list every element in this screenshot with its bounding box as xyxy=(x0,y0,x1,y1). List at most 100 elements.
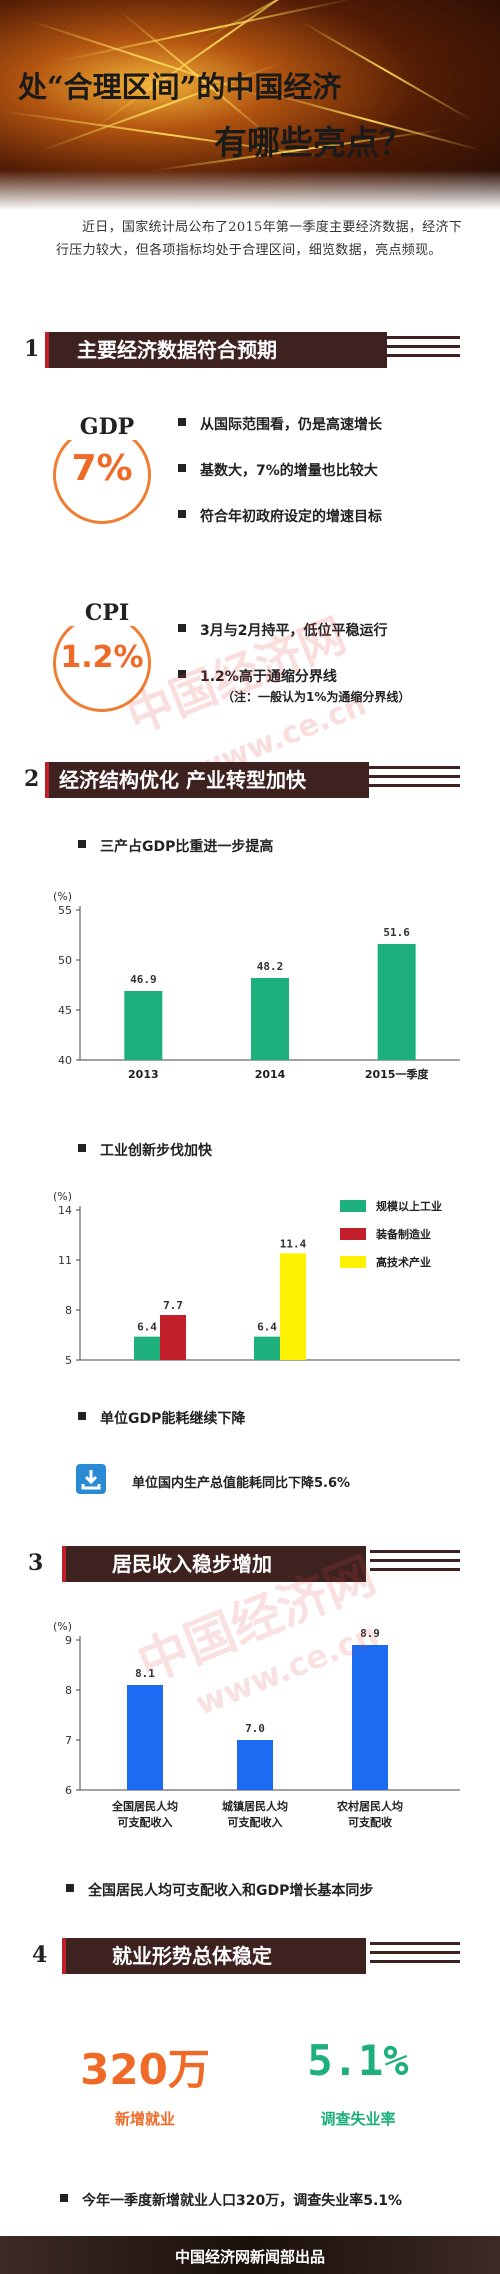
unemployment-value: 5.1% xyxy=(307,2036,409,2085)
y-tick-label: 8 xyxy=(65,1304,72,1317)
section-2-number: 2 xyxy=(24,766,40,792)
x-tick-label: 可支配收入 xyxy=(118,1815,173,1829)
section-1-stripe xyxy=(362,345,460,348)
data-label: 7.0 xyxy=(245,1722,265,1735)
cpi-value: 1.2% xyxy=(60,640,144,675)
energy-title: 单位GDP能耗继续下降 xyxy=(78,1408,378,1428)
section-4-accent xyxy=(62,1938,66,1974)
section-3-number: 3 xyxy=(28,1550,44,1576)
section-3-stripe xyxy=(370,1550,460,1553)
section-4-stripe xyxy=(370,1942,460,1945)
chart-1-gdp-share: 40 45 50 55(%) 46.9 2013 48.2 2014 51.6 2015一季度 xyxy=(53,890,460,1080)
bar xyxy=(134,1336,160,1360)
income-note: 全国居民人均可支配收入和GDP增长基本同步 xyxy=(66,1880,486,1900)
section-1-title: 主要经济数据符合预期 xyxy=(49,332,387,368)
section-1-number: 1 xyxy=(24,336,40,362)
bar xyxy=(237,1740,273,1790)
y-tick-label: 40 xyxy=(58,1054,72,1067)
legend-swatch xyxy=(340,1228,366,1240)
section-2-accent xyxy=(45,762,49,798)
x-tick-label: 农村居民人均 xyxy=(336,1799,403,1813)
data-label: 7.7 xyxy=(163,1299,183,1312)
new-jobs-value: 320万 xyxy=(80,2045,210,2094)
bar xyxy=(254,1336,280,1360)
x-tick-label: 2013 xyxy=(128,1068,159,1080)
bar xyxy=(160,1315,186,1360)
section-4-title: 就业形势总体稳定 xyxy=(66,1938,366,1974)
bar xyxy=(127,1685,163,1790)
y-axis-unit: (%) xyxy=(53,890,72,903)
x-tick-label: 可支配收 xyxy=(348,1815,392,1829)
y-tick-label: 50 xyxy=(58,954,72,967)
cpi-bullet: 3月与2月持平，低位平稳运行 xyxy=(178,620,478,640)
section-3-stripe xyxy=(370,1559,460,1562)
section-3-stripe xyxy=(370,1568,460,1571)
legend-swatch xyxy=(340,1200,366,1212)
data-label: 46.9 xyxy=(130,973,157,986)
cpi-label: CPI xyxy=(68,600,146,626)
data-label: 8.9 xyxy=(360,1627,380,1640)
section-4-stripe xyxy=(370,1951,460,1954)
section-1-stripe xyxy=(362,336,460,339)
y-tick-label: 6 xyxy=(65,1784,72,1797)
legend-label: 高技术产业 xyxy=(376,1255,431,1269)
section-1-stripe xyxy=(362,354,460,357)
data-label: 51.6 xyxy=(383,926,410,939)
footer-credit: 中国经济网新闻部出品 xyxy=(174,2248,325,2266)
headline-line-2: 有哪些亮点？ xyxy=(214,123,412,162)
y-tick-label: 14 xyxy=(58,1204,72,1217)
y-axis-unit: (%) xyxy=(53,1620,72,1633)
y-tick-label: 55 xyxy=(58,904,72,917)
cpi-bullet: 1.2%高于通缩分界线 xyxy=(178,666,478,686)
y-tick-label: 8 xyxy=(65,1684,72,1697)
section-3-title: 居民收入稳步增加 xyxy=(66,1546,366,1582)
section-1-accent xyxy=(45,332,49,368)
unemployment-label: 调查失业率 xyxy=(320,2110,396,2128)
x-tick-label: 2014 xyxy=(255,1068,286,1080)
y-axis-unit: (%) xyxy=(53,1190,72,1203)
bar xyxy=(124,991,163,1060)
x-tick-label: 城镇居民人均 xyxy=(222,1799,288,1813)
legend-swatch xyxy=(340,1256,366,1268)
download-icon xyxy=(76,1464,106,1494)
section-2-stripe xyxy=(362,784,460,787)
gdp-bullet: 从国际范围看，仍是高速增长 xyxy=(178,414,478,434)
new-jobs-label: 新增就业 xyxy=(114,2110,175,2128)
y-tick-label: 7 xyxy=(65,1734,72,1747)
data-label: 6.4 xyxy=(257,1321,277,1334)
legend-label: 装备制造业 xyxy=(375,1227,431,1241)
footer-bar xyxy=(0,2236,500,2274)
x-tick-label: 可支配收入 xyxy=(228,1815,283,1829)
legend-label: 规模以上工业 xyxy=(376,1199,442,1213)
bar xyxy=(377,944,416,1060)
x-tick-label: 2015一季度 xyxy=(365,1067,430,1080)
gdp-label: GDP xyxy=(68,414,146,440)
employment-summary: 今年一季度新增就业人口320万，调查失业率5.1% xyxy=(60,2190,490,2210)
chart-2-title: 工业创新步伐加快 xyxy=(78,1140,378,1160)
bar xyxy=(352,1645,388,1790)
data-label: 8.1 xyxy=(135,1667,155,1680)
section-4-number: 4 xyxy=(32,1942,48,1968)
gdp-bullet: 符合年初政府设定的增速目标 xyxy=(178,506,478,526)
section-3-accent xyxy=(62,1546,66,1582)
bar xyxy=(251,978,289,1060)
section-2-title: 经济结构优化 产业转型加快 xyxy=(49,762,369,798)
spark-streak xyxy=(59,0,354,62)
hero-fade xyxy=(0,170,500,210)
y-tick-label: 11 xyxy=(58,1254,72,1267)
y-tick-label: 9 xyxy=(65,1634,72,1647)
x-tick-label: 全国居民人均 xyxy=(111,1799,178,1813)
section-2-stripe xyxy=(362,766,460,769)
gdp-value: 7% xyxy=(71,448,133,489)
intro-paragraph: 近日，国家统计局公布了2015年第一季度主要经济数据，经济下行压力较大，但各项指… xyxy=(56,220,463,258)
y-tick-label: 45 xyxy=(58,1004,72,1017)
bar xyxy=(280,1253,306,1360)
chart-1-title: 三产占GDP比重进一步提高 xyxy=(78,836,378,856)
cpi-note: （注：一般认为1%为通缩分界线） xyxy=(222,690,411,704)
section-4-stripe xyxy=(370,1960,460,1963)
data-label: 48.2 xyxy=(257,960,284,973)
y-tick-label: 5 xyxy=(65,1354,72,1367)
section-2-stripe xyxy=(362,775,460,778)
energy-text: 单位国内生产总值能耗同比下降5.6% xyxy=(132,1476,351,1491)
